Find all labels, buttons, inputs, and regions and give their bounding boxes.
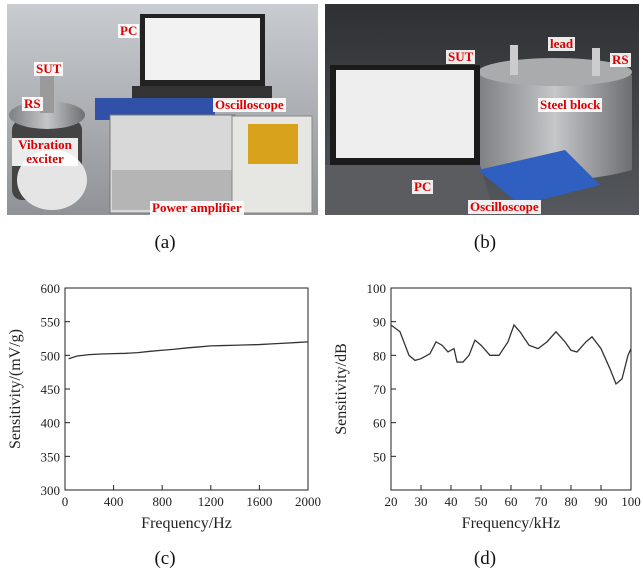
y-tick-label: 50 bbox=[373, 449, 386, 464]
caption: (a) bbox=[154, 232, 176, 253]
x-tick-label: 1200 bbox=[198, 494, 224, 509]
plot-frame bbox=[64, 287, 309, 491]
photo-label: Power amplifier bbox=[150, 200, 244, 215]
y-tick-label: 600 bbox=[41, 281, 61, 296]
x-tick-label: 90 bbox=[595, 494, 608, 509]
y-tick-label: 100 bbox=[367, 281, 387, 296]
data-line bbox=[390, 323, 632, 386]
x-tick-label: 1600 bbox=[246, 494, 272, 509]
x-tick-label: 400 bbox=[104, 494, 124, 509]
photo-label: Vibration exciter bbox=[12, 138, 78, 166]
photo-label: RS bbox=[22, 96, 43, 111]
photo-b bbox=[325, 4, 639, 215]
data-line bbox=[68, 341, 309, 360]
x-axis-label: Frequency/kHz bbox=[462, 515, 561, 532]
photo-label: PC bbox=[412, 179, 434, 194]
photo-label: Steel block bbox=[538, 97, 603, 112]
y-tick-label: 70 bbox=[373, 382, 386, 397]
photo-label: SUT bbox=[446, 49, 476, 64]
photo-a bbox=[7, 4, 318, 215]
caption: (c) bbox=[154, 548, 176, 569]
y-tick-label: 550 bbox=[41, 315, 61, 330]
x-tick-label: 100 bbox=[621, 494, 641, 509]
x-tick-label: 800 bbox=[152, 494, 172, 509]
plot-frame bbox=[390, 287, 632, 491]
photo-label: PC bbox=[118, 23, 140, 38]
y-tick-label: 350 bbox=[41, 449, 61, 464]
y-axis-label: Sensitivity/(mV/g) bbox=[7, 329, 24, 449]
y-tick-label: 60 bbox=[373, 416, 386, 431]
x-tick-label: 30 bbox=[415, 494, 428, 509]
x-tick-label: 50 bbox=[475, 494, 488, 509]
photo-label: lead bbox=[548, 36, 576, 51]
x-tick-label: 20 bbox=[385, 494, 398, 509]
caption: (b) bbox=[473, 232, 497, 253]
photo-label: RS bbox=[610, 52, 631, 67]
y-tick-label: 400 bbox=[41, 416, 61, 431]
caption: (d) bbox=[473, 548, 497, 569]
x-tick-label: 60 bbox=[505, 494, 518, 509]
x-tick-label: 2000 bbox=[295, 494, 321, 509]
photo-label: Oscilloscope bbox=[468, 199, 541, 214]
y-tick-label: 90 bbox=[373, 315, 386, 330]
x-axis-label: Frequency/Hz bbox=[141, 515, 232, 532]
x-tick-label: 0 bbox=[62, 494, 69, 509]
y-tick-label: 450 bbox=[41, 382, 61, 397]
y-tick-label: 300 bbox=[41, 483, 61, 498]
photo-label: SUT bbox=[34, 61, 64, 76]
x-tick-label: 70 bbox=[535, 494, 548, 509]
y-tick-label: 500 bbox=[41, 348, 61, 363]
x-tick-label: 40 bbox=[445, 494, 458, 509]
y-tick-label: 80 bbox=[373, 348, 386, 363]
y-axis-label: Sensitivity/dB bbox=[333, 343, 350, 435]
x-tick-label: 80 bbox=[565, 494, 578, 509]
photo-label: Oscilloscope bbox=[213, 97, 286, 112]
